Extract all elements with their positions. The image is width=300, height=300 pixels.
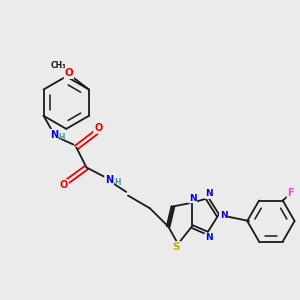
- Text: H: H: [58, 133, 65, 142]
- Text: H: H: [114, 178, 120, 187]
- Text: N: N: [189, 194, 196, 202]
- Text: O: O: [60, 180, 68, 190]
- Text: N: N: [220, 211, 227, 220]
- Text: O: O: [94, 123, 102, 133]
- Text: N: N: [205, 233, 213, 242]
- Text: N: N: [50, 130, 58, 140]
- Text: N: N: [105, 175, 113, 185]
- Text: S: S: [172, 242, 180, 252]
- Text: N: N: [205, 189, 213, 198]
- Text: O: O: [64, 68, 73, 78]
- Text: F: F: [287, 188, 294, 198]
- Text: CH₃: CH₃: [51, 61, 67, 70]
